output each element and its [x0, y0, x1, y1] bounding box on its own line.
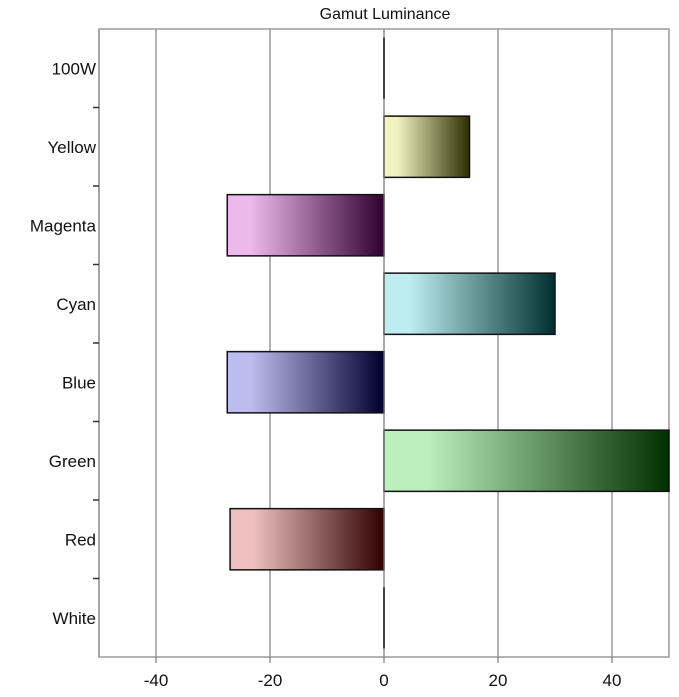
axis-layer — [93, 29, 613, 663]
bar — [383, 429, 670, 493]
bar — [226, 193, 385, 257]
category-label: Red — [65, 530, 96, 549]
category-label: Magenta — [30, 216, 97, 235]
x-tick-label: 20 — [489, 671, 508, 690]
x-tick-label: -20 — [258, 671, 283, 690]
category-label: 100W — [52, 59, 96, 78]
bar-layer — [226, 37, 670, 649]
label-layer: -40 -20 0 20 40 100W Yellow Magenta Cyan Blue Gree… — [30, 59, 622, 690]
bar — [226, 350, 385, 414]
chart-title: Gamut Luminance — [320, 6, 451, 23]
category-label: Yellow — [47, 138, 96, 157]
category-label: Cyan — [56, 295, 96, 314]
x-tick-label: -40 — [144, 671, 169, 690]
bar — [383, 115, 471, 179]
category-label: Blue — [62, 373, 96, 392]
x-tick-label: 0 — [379, 671, 388, 690]
category-label: White — [53, 609, 96, 628]
x-tick-label: 40 — [603, 671, 622, 690]
category-label: Green — [49, 452, 96, 471]
bar — [229, 507, 385, 571]
bar — [383, 272, 556, 336]
